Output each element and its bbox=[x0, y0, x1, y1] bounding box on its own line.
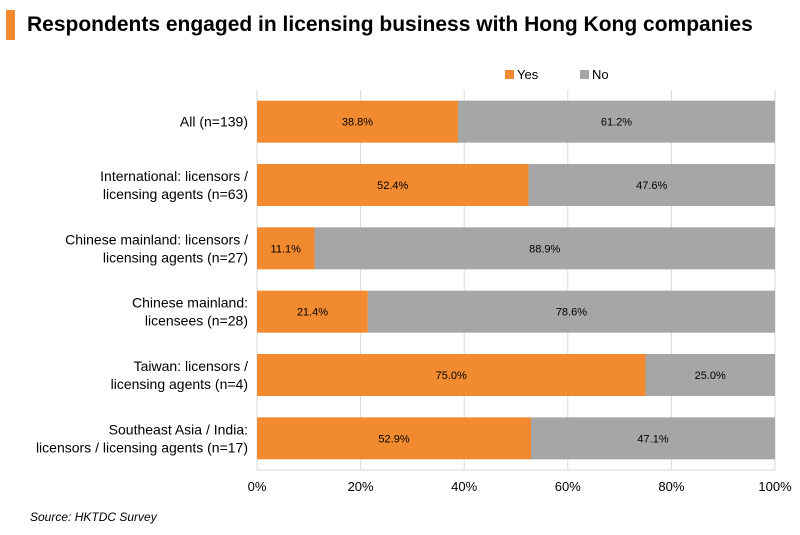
data-label: 88.9% bbox=[529, 243, 560, 255]
data-label: 52.9% bbox=[378, 433, 409, 445]
bar-yes bbox=[257, 100, 458, 143]
category-label: licensors / licensing agents (n=17) bbox=[36, 439, 248, 455]
x-tick-label: 20% bbox=[348, 479, 374, 494]
category-label: Chinese mainland: licensors / bbox=[65, 231, 248, 247]
data-label: 25.0% bbox=[695, 370, 726, 382]
x-tick-label: 60% bbox=[555, 479, 581, 494]
chart-title: Respondents engaged in licensing busines… bbox=[27, 13, 753, 36]
bar-no bbox=[531, 417, 775, 460]
data-label: 75.0% bbox=[436, 370, 467, 382]
title-accent-bar bbox=[6, 10, 15, 40]
data-label: 21.4% bbox=[297, 307, 328, 319]
bar-no bbox=[314, 227, 775, 270]
category-label: licensing agents (n=4) bbox=[111, 376, 248, 392]
bar-no bbox=[367, 290, 775, 333]
category-label: Chinese mainland: bbox=[132, 295, 248, 311]
stacked-bar-chart: 38.8% 61.2% All (n=139) 52.4% 47.6% Internati… bbox=[36, 67, 792, 494]
data-label: 47.1% bbox=[637, 433, 668, 445]
data-label: 78.6% bbox=[556, 307, 587, 319]
category-label: All (n=139) bbox=[180, 114, 248, 130]
source-note: Source: HKTDC Survey bbox=[30, 510, 157, 524]
x-tick-label: 100% bbox=[758, 479, 792, 494]
bar-yes bbox=[257, 354, 646, 396]
data-label: 11.1% bbox=[271, 243, 302, 255]
bar-yes bbox=[257, 417, 532, 460]
bar-no bbox=[457, 100, 775, 143]
data-label: 47.6% bbox=[636, 180, 667, 192]
legend-label-yes: Yes bbox=[517, 67, 539, 82]
legend-swatch-yes bbox=[505, 70, 514, 79]
category-label: Southeast Asia / India: bbox=[109, 421, 248, 437]
data-label: 38.8% bbox=[342, 117, 373, 129]
category-label: licensing agents (n=63) bbox=[103, 186, 248, 202]
category-label: licensees (n=28) bbox=[145, 313, 248, 329]
x-tick-label: 0% bbox=[248, 479, 267, 494]
data-label: 61.2% bbox=[601, 117, 632, 129]
x-tick-label: 80% bbox=[658, 479, 684, 494]
bar-no bbox=[528, 164, 775, 206]
bar-no bbox=[645, 354, 775, 396]
title-block: Respondents engaged in licensing busines… bbox=[6, 8, 753, 42]
category-label: licensing agents (n=27) bbox=[103, 249, 248, 265]
category-label: International: licensors / bbox=[100, 168, 248, 184]
bar-yes bbox=[257, 164, 529, 206]
data-label: 52.4% bbox=[377, 180, 408, 192]
legend-swatch-no bbox=[580, 70, 589, 79]
legend-label-no: No bbox=[592, 67, 609, 82]
bar-yes bbox=[257, 227, 315, 270]
category-label: Taiwan: licensors / bbox=[134, 358, 248, 374]
x-tick-label: 40% bbox=[451, 479, 477, 494]
bar-yes bbox=[257, 290, 368, 333]
